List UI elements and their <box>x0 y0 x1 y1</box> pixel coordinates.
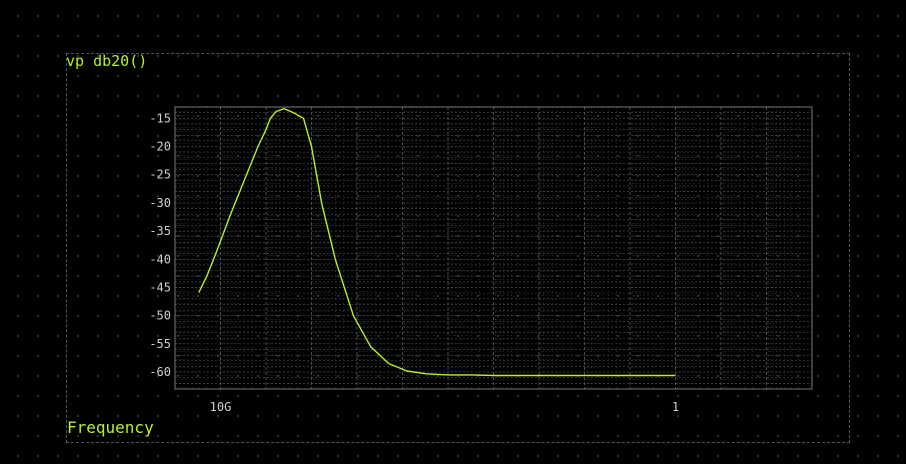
x-tick-label: 1 <box>672 400 679 414</box>
y-tick-label: -50 <box>149 309 171 323</box>
plot-title: vp db20() <box>66 52 148 70</box>
x-axis-label: Frequency <box>67 418 154 437</box>
y-tick-label: -20 <box>149 139 171 153</box>
y-tick-label: -40 <box>149 252 171 266</box>
y-tick-label: -15 <box>149 111 171 125</box>
y-tick-label: -55 <box>149 337 171 351</box>
y-tick-label: -45 <box>149 280 171 294</box>
x-tick-label: 10G <box>210 400 232 414</box>
y-tick-label: -60 <box>149 365 171 379</box>
y-tick-label: -35 <box>149 224 171 238</box>
y-tick-label: -30 <box>149 196 171 210</box>
plot-border <box>174 106 813 390</box>
series-line <box>198 107 676 377</box>
plot-frame <box>66 53 850 443</box>
y-tick-label: -25 <box>149 168 171 182</box>
